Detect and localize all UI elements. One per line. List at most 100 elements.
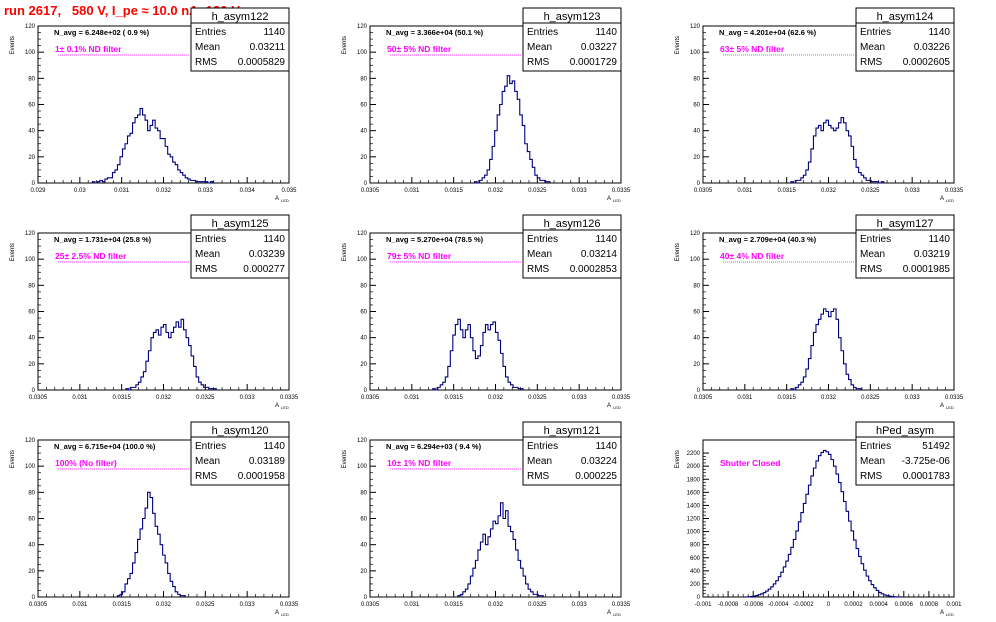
stats-value: 0.000225 [575,471,617,482]
x-tick-label: 0.032 [156,395,172,401]
x-tick-label: -0.001 [694,602,712,608]
stats-box [190,229,290,279]
x-tick-label: 0.032 [156,188,172,194]
stats-value: -3.725e-06 [902,456,951,467]
filter-label: 10± 1% ND filter [387,458,452,468]
x-tick-label: 0.0006 [895,602,914,608]
y-tick-label: 20 [28,569,35,575]
stats-label: Mean [195,456,220,467]
y-tick-label: 120 [690,24,701,30]
stats-box [522,436,622,486]
x-tick-label: -0.0006 [743,602,764,608]
x-tick-label: 0.0008 [920,602,939,608]
stats-value: 1140 [595,441,617,452]
y-tick-label: 80 [360,490,367,496]
x-axis-label: A [275,196,279,202]
y-tick-label: 40 [28,336,35,342]
stats-label: Entries [527,441,558,452]
filter-label: 40± 4% ND filter [720,251,785,261]
filter-label: 50± 5% ND filter [387,44,452,54]
y-tick-label: 120 [25,24,36,30]
stats-value: 0.0001729 [570,57,618,68]
y-tick-label: 600 [690,556,701,562]
x-tick-label: -0.0002 [793,602,814,608]
x-tick-label: 0.03 [74,188,86,194]
x-tick-label: 0.032 [488,602,504,608]
stats-value: 0.0002605 [903,57,951,68]
y-axis-label: Events [675,36,681,54]
y-tick-label: 20 [28,362,35,368]
histogram-line [116,491,186,597]
x-tick-label: 0.0002 [844,602,863,608]
x-axis-label-sub: LED [946,405,954,410]
y-axis-label: Events [342,243,348,261]
x-tick-label: 0.031 [737,395,753,401]
y-tick-label: 120 [357,438,368,444]
x-tick-label: 0.0305 [694,395,713,401]
stats-box [522,229,622,279]
y-tick-label: 60 [360,103,367,109]
x-axis-label-sub: LED [946,198,954,203]
y-tick-label: 0 [364,595,368,601]
x-axis-label: A [940,196,944,202]
y-tick-label: 100 [357,50,368,56]
x-tick-label: 0.0305 [361,395,380,401]
y-tick-label: 0 [697,595,701,601]
navg-label: N_avg = 6.715e+04 (100.0 %) [54,442,156,451]
histogram-line [790,308,862,391]
x-tick-label: 0.0305 [361,188,380,194]
y-tick-label: 100 [25,50,36,56]
y-tick-label: 20 [693,155,700,161]
stats-value: 0.0001783 [903,471,951,482]
x-tick-label: 0.033 [905,395,921,401]
filter-label: 25± 2.5% ND filter [55,251,127,261]
y-tick-label: 80 [360,283,367,289]
y-tick-label: 20 [28,155,35,161]
stats-box [190,22,290,72]
filter-label: 100% (No filter) [55,458,117,468]
histogram-name: h_asym120 [212,425,269,437]
histogram-name: h_asym125 [212,218,269,230]
x-tick-label: -0.0004 [768,602,789,608]
stats-box [522,22,622,72]
histogram-line [457,502,544,597]
histogram-line [790,117,885,184]
stats-value: 0.03227 [581,42,618,53]
y-tick-label: 0 [697,388,701,394]
x-tick-label: 0.001 [946,602,962,608]
y-tick-label: 0 [697,181,701,187]
y-tick-label: 200 [690,582,701,588]
stats-box [855,229,955,279]
stats-value: 0.03189 [249,456,286,467]
y-tick-label: 400 [690,569,701,575]
navg-label: N_avg = 6.248e+02 ( 0.9 %) [54,28,150,37]
stats-value: 0.03226 [914,42,951,53]
navg-label: N_avg = 5.270e+04 (78.5 %) [386,235,484,244]
y-axis-label: Events [10,243,16,261]
x-tick-label: 0.032 [156,602,172,608]
filter-label: Shutter Closed [720,458,780,468]
histogram-name: h_asym122 [212,11,269,23]
stats-value: 0.0002853 [570,264,618,275]
stats-label: RMS [860,264,883,275]
x-tick-label: 0.0325 [861,188,880,194]
x-tick-label: 0.033 [905,188,921,194]
stats-label: Entries [527,234,558,245]
x-tick-label: 0.0315 [444,602,463,608]
y-tick-label: 40 [360,336,367,342]
stats-label: Entries [195,234,226,245]
y-axis-label: Events [675,243,681,261]
y-tick-label: 1800 [687,477,701,483]
histogram-line [125,318,217,391]
y-tick-label: 100 [690,257,701,263]
y-tick-label: 1600 [687,490,701,496]
y-tick-label: 100 [690,50,701,56]
x-tick-label: 0.0305 [29,602,48,608]
x-axis-label-sub: LED [613,405,621,410]
stats-box [855,436,955,486]
histogram-name: h_asym123 [544,11,601,23]
y-tick-label: 60 [28,310,35,316]
x-tick-label: 0.0325 [196,602,215,608]
x-tick-label: 0.0315 [112,602,131,608]
y-tick-label: 120 [690,231,701,237]
